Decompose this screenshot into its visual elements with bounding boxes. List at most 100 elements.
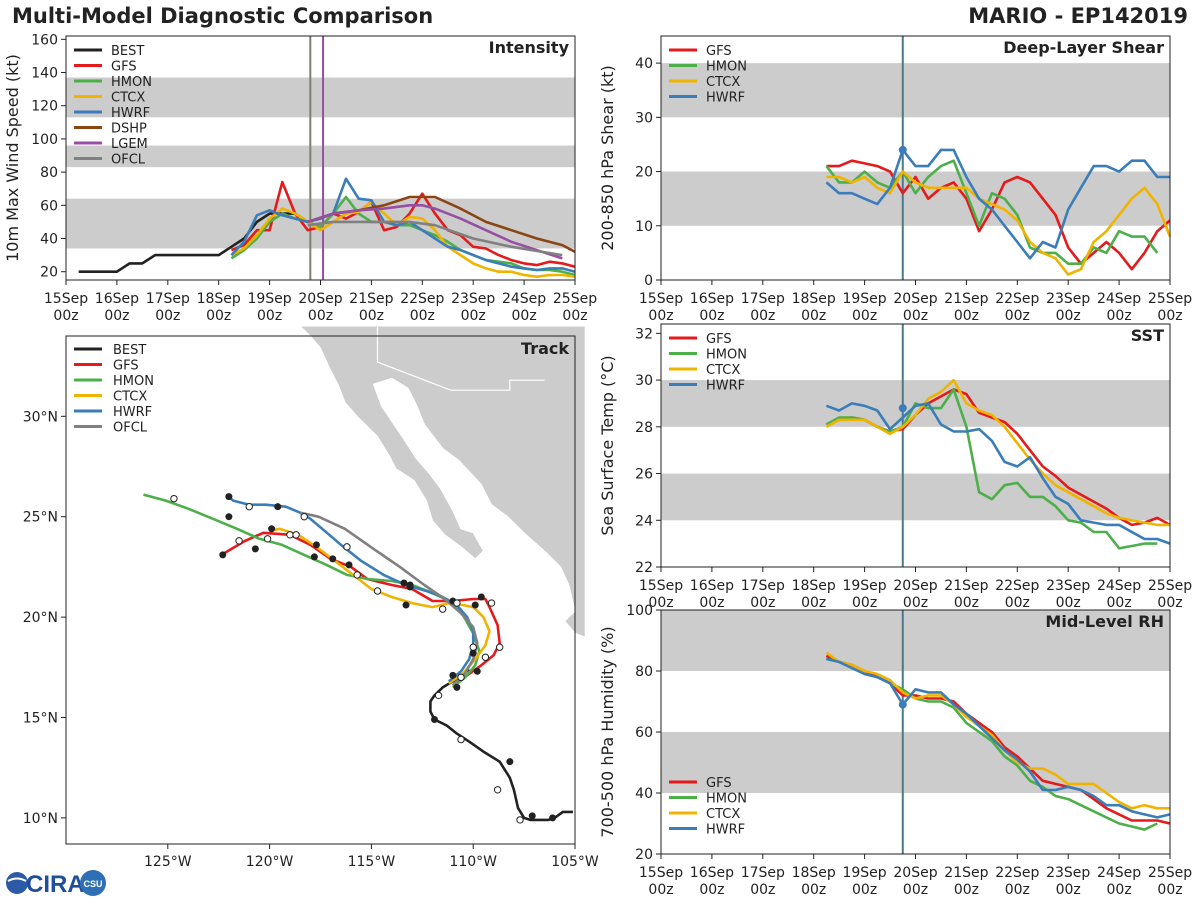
shear-xtick-sublabel: 00z (1107, 308, 1132, 324)
shear-xtick-sublabel: 00z (801, 308, 826, 324)
sst-xtick-sublabel: 00z (750, 595, 775, 611)
track-position-marker (373, 587, 382, 595)
shear-series-hwrf (825, 148, 1170, 260)
track-border-line (376, 326, 545, 391)
shear-xtick-label: 22Sep (995, 291, 1039, 307)
rh-xtick-label: 23Sep (1046, 865, 1090, 881)
intensity-series-lgem (307, 204, 563, 260)
sst-xtick-sublabel: 00z (954, 595, 979, 611)
track-position-marker (251, 545, 259, 553)
track-panel: 125°W 120°W 115°W 110°W 105°W 10°N 15°N 20°N 25°… (23, 325, 599, 870)
rh-panel: 2040608010015Sep00z16Sep00z17Sep00z18Sep… (598, 603, 1192, 898)
track-position-marker (170, 494, 178, 503)
track-xtick-label: 115°W (348, 854, 396, 870)
track-position-marker (353, 571, 361, 579)
shear-xtick-label: 19Sep (842, 291, 886, 307)
shear-current-value-marker (898, 145, 907, 154)
intensity-xtick-sublabel: 00z (206, 308, 231, 324)
sst-ytick-label: 30 (635, 373, 653, 389)
intensity-legend-label: CTCX (111, 91, 145, 106)
intensity-legend-label: LGEM (111, 137, 148, 152)
cira-swirl-icon (7, 877, 27, 882)
track-series-best (429, 668, 573, 822)
track-position-marker (493, 786, 502, 794)
sst-ytick-label: 24 (635, 513, 653, 529)
sst-ytick-label: 32 (635, 326, 653, 342)
track-position-marker (431, 716, 439, 724)
shear-ytick-label: 0 (644, 273, 653, 289)
track-position-marker (453, 599, 461, 607)
rh-title: Mid-Level RH (1045, 612, 1164, 631)
cira-globe-icon (6, 872, 28, 894)
intensity-xtick-sublabel: 00z (257, 308, 282, 324)
sst-ytick-label: 28 (635, 420, 653, 436)
shear-ytick-label: 40 (635, 56, 653, 72)
track-landmass-0 (298, 325, 586, 638)
sst-legend-label: HWRF (706, 379, 745, 394)
intensity-legend-label: BEST (111, 44, 144, 59)
intensity-ytick-label: 100 (31, 132, 58, 148)
shear-xtick-label: 20Sep (893, 291, 937, 307)
track-position-marker (345, 561, 353, 569)
intensity-xtick-label: 16Sep (95, 291, 139, 307)
intensity-ytick-label: 120 (31, 99, 58, 115)
intensity-band-1 (66, 145, 575, 168)
shear-series-hmon (825, 159, 1159, 266)
sst-ylabel: Sea Surface Temp (°C) (598, 355, 617, 535)
track-position-marker (235, 537, 243, 545)
shear-xtick-sublabel: 00z (699, 308, 724, 324)
intensity-xtick-sublabel: 00z (512, 308, 537, 324)
rh-xtick-label: 21Sep (944, 865, 988, 881)
sst-legend-label: CTCX (706, 363, 740, 378)
rh-ytick-label: 40 (635, 786, 653, 802)
track-position-marker (300, 513, 308, 521)
track-legend-label: GFS (113, 359, 139, 374)
sst-title: SST (1131, 326, 1164, 345)
intensity-xtick-label: 19Sep (247, 291, 291, 307)
intensity-legend-label: HWRF (111, 106, 150, 121)
track-position-marker (457, 673, 465, 682)
rh-legend-label: GFS (706, 776, 732, 791)
rh-legend-label: CTCX (706, 807, 740, 822)
sst-ytick-label: 22 (635, 560, 653, 576)
track-ytick-label: 20°N (23, 610, 58, 626)
rh-band-1 (661, 610, 1170, 671)
rh-xtick-sublabel: 00z (852, 882, 877, 898)
cira-logo-text: CIRA (26, 871, 85, 898)
shear-xtick-sublabel: 00z (1056, 308, 1081, 324)
sst-xtick-sublabel: 00z (1157, 595, 1182, 611)
intensity-xtick-label: 23Sep (451, 291, 495, 307)
rh-xtick-sublabel: 00z (903, 882, 928, 898)
shear-xtick-sublabel: 00z (1157, 308, 1182, 324)
sst-xtick-label: 21Sep (944, 578, 988, 594)
track-ytick-label: 15°N (23, 711, 58, 727)
rh-ytick-label: 20 (635, 847, 653, 863)
track-legend-label: OFCL (113, 421, 148, 436)
track-position-marker (434, 691, 443, 700)
sst-legend-label: HMON (706, 348, 747, 363)
intensity-xtick-sublabel: 00z (359, 308, 384, 324)
sst-xtick-label: 24Sep (1097, 578, 1141, 594)
rh-xtick-sublabel: 00z (954, 882, 979, 898)
shear-ylabel: 200-850 hPa Shear (kt) (598, 65, 617, 251)
rh-xtick-sublabel: 00z (1056, 882, 1081, 898)
intensity-xtick-sublabel: 00z (562, 308, 587, 324)
rh-xtick-label: 22Sep (995, 865, 1039, 881)
rh-xtick-sublabel: 00z (1107, 882, 1132, 898)
track-position-marker (469, 649, 477, 657)
sst-xtick-label: 17Sep (741, 578, 785, 594)
track-xtick-label: 105°W (551, 854, 599, 870)
rh-xtick-sublabel: 00z (801, 882, 826, 898)
shear-xtick-label: 17Sep (741, 291, 785, 307)
shear-xtick-sublabel: 00z (903, 308, 928, 324)
track-ytick-label: 30°N (23, 409, 58, 425)
sst-xtick-label: 15Sep (639, 578, 683, 594)
rh-legend-label: HWRF (706, 823, 745, 838)
intensity-ytick-label: 20 (40, 265, 58, 281)
shear-xtick-sublabel: 00z (852, 308, 877, 324)
track-xtick-label: 125°W (144, 854, 192, 870)
intensity-ytick-label: 160 (31, 32, 58, 48)
shear-xtick-label: 16Sep (690, 291, 734, 307)
rh-xtick-label: 25Sep (1148, 865, 1192, 881)
intensity-xtick-label: 17Sep (146, 291, 190, 307)
